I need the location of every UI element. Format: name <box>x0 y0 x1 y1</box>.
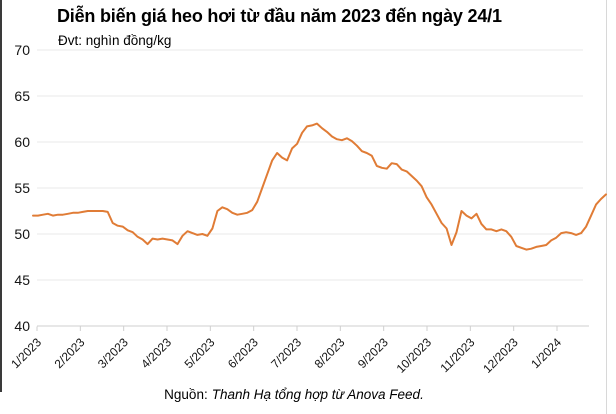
y-tick-label: 50 <box>14 226 30 242</box>
x-tick-label: 1/2024 <box>528 335 564 371</box>
gridlines <box>37 49 589 327</box>
y-tick-label: 45 <box>14 272 30 288</box>
x-tick-label: 3/2023 <box>95 335 131 371</box>
x-tick-label: 8/2023 <box>312 335 348 371</box>
chart-source: Nguồn: Thanh Hạ tổng hợp từ Anova Feed. <box>0 387 616 402</box>
x-tick-label: 12/2023 <box>480 335 521 376</box>
y-tick-label: 65 <box>14 88 30 104</box>
y-tick-label: 60 <box>14 134 30 150</box>
x-axis-labels: 1/2023 2/2023 3/2023 4/2023 5/2023 6/2023 7/20… <box>8 335 564 376</box>
y-tick-label: 55 <box>14 180 30 196</box>
y-tick-label: 70 <box>14 42 30 58</box>
x-tick-label: 5/2023 <box>182 335 218 371</box>
chart-unit-label: Đvt: nghìn đồng/kg <box>58 33 172 48</box>
card-right-border <box>606 0 607 414</box>
chart-title: Diễn biến giá heo hơi từ đầu năm 2023 đế… <box>57 6 502 26</box>
y-tick-label: 40 <box>14 318 30 334</box>
x-tick-label: 7/2023 <box>268 335 304 371</box>
x-tick-label: 6/2023 <box>225 335 261 371</box>
x-tick-label: 9/2023 <box>355 335 391 371</box>
card-left-border <box>0 0 2 392</box>
x-tick-label: 4/2023 <box>138 335 174 371</box>
price-line <box>32 122 607 251</box>
x-tick-label: 1/2023 <box>8 335 44 371</box>
source-prefix: Nguồn: <box>164 387 208 402</box>
x-tick-label: 2/2023 <box>52 335 88 371</box>
y-axis-labels: 40 45 50 55 60 65 70 <box>14 42 30 334</box>
x-axis-ticks <box>36 326 558 331</box>
x-tick-label: 11/2023 <box>438 335 478 375</box>
source-text: Thanh Hạ tổng hợp từ Anova Feed. <box>211 387 424 402</box>
x-tick-label: 10/2023 <box>394 335 435 376</box>
